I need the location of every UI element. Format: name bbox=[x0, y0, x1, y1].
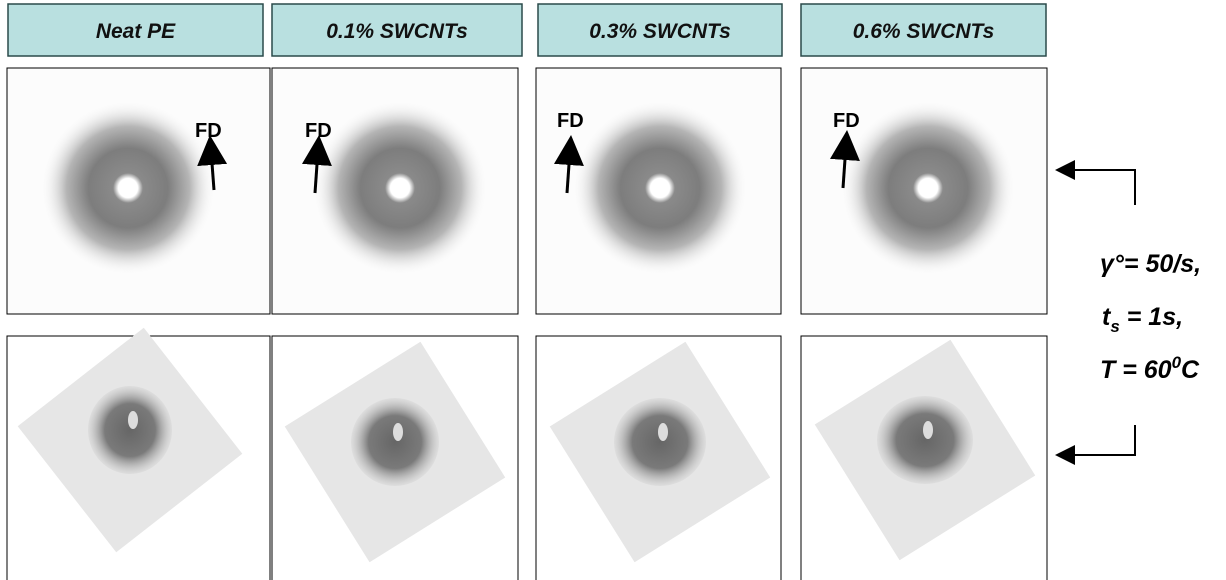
condition-time: ts = 1s, bbox=[1102, 303, 1183, 336]
bracket-arrow bbox=[1065, 170, 1135, 205]
text: T = 60 bbox=[1100, 356, 1172, 384]
bracket-arrow bbox=[1065, 425, 1135, 455]
text: C bbox=[1181, 356, 1200, 384]
direction-label: FD bbox=[833, 110, 860, 132]
condition-temperature: T = 600C bbox=[1100, 353, 1200, 384]
surface-center bbox=[393, 423, 403, 441]
surface-center bbox=[923, 421, 933, 439]
scattering-pattern bbox=[312, 100, 488, 276]
direction-label: FD bbox=[557, 110, 584, 132]
text: = 1s, bbox=[1120, 303, 1183, 331]
column-header-label: 0.3% SWCNTs bbox=[589, 20, 731, 43]
column-header-label: 0.6% SWCNTs bbox=[853, 20, 995, 43]
condition-rate: γ°= 50/s, bbox=[1100, 250, 1201, 278]
scattering-pattern bbox=[40, 100, 216, 276]
direction-label: FD bbox=[195, 120, 222, 142]
surface-peak bbox=[351, 398, 439, 486]
column-header-label: 0.1% SWCNTs bbox=[326, 20, 468, 43]
direction-label: FD bbox=[305, 120, 332, 142]
surface-peak bbox=[877, 396, 973, 484]
column-header-label: Neat PE bbox=[96, 20, 176, 43]
surface-peak bbox=[88, 386, 172, 474]
surface-center bbox=[658, 423, 668, 441]
figure: Neat PE FD 0.1% SWCNTs FD 0.3% SWCNTs FD 0.6% … bbox=[0, 0, 1226, 580]
scattering-pattern bbox=[840, 100, 1016, 276]
surface-center bbox=[128, 411, 138, 429]
subscript: s bbox=[1110, 317, 1119, 336]
scattering-pattern bbox=[572, 100, 748, 276]
surface-peak bbox=[614, 398, 706, 486]
